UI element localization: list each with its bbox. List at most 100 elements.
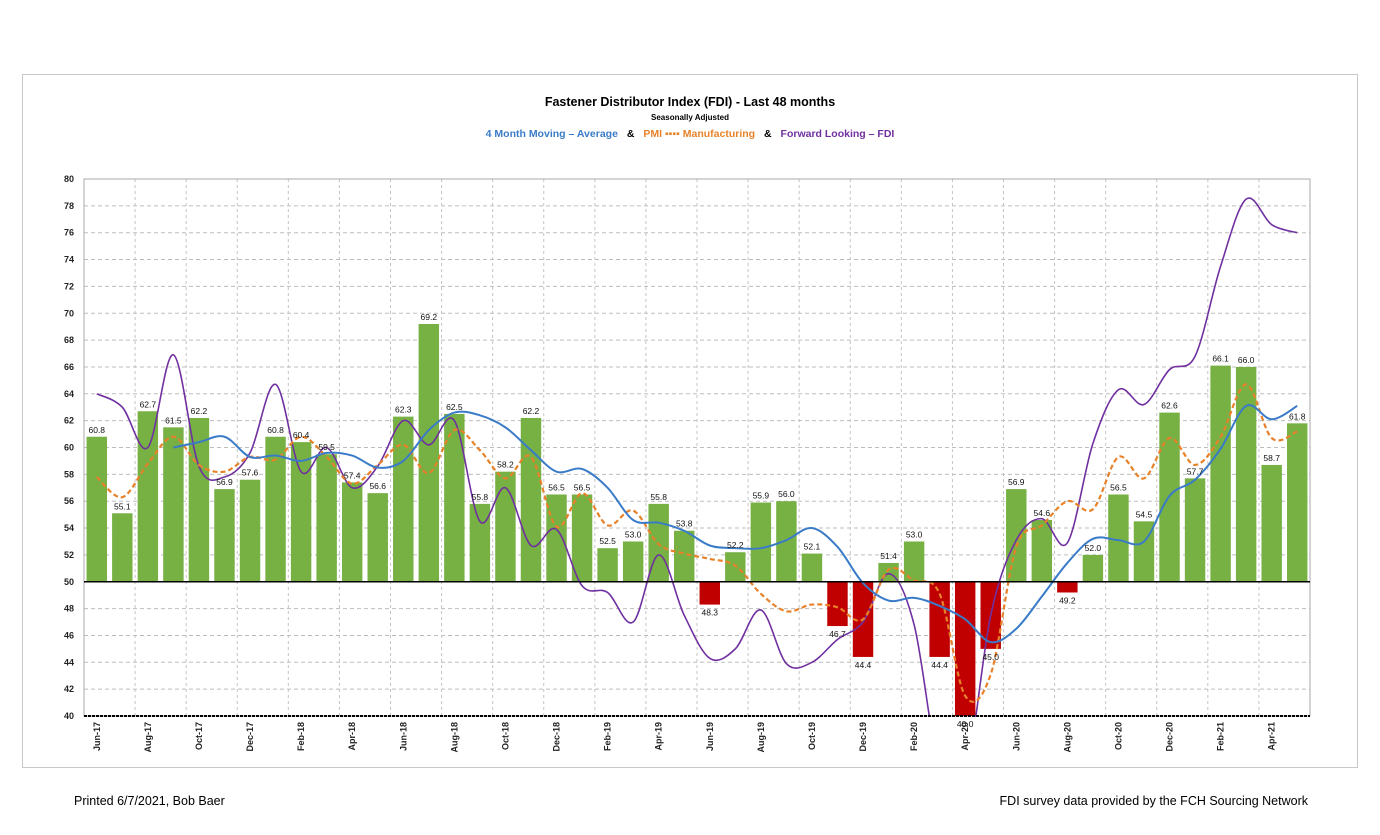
bar-data-label: 60.4 (293, 430, 310, 440)
x-tick-label: Dec-18 (552, 722, 562, 752)
chart-subtitle: Seasonally Adjusted (651, 113, 729, 122)
bar (163, 427, 184, 582)
bar-data-label: 58.7 (1263, 453, 1280, 463)
bar-data-label: 52.2 (727, 540, 744, 550)
x-tick-label: Dec-19 (858, 722, 868, 752)
footer-printed: Printed 6/7/2021, Bob Baer (74, 794, 225, 808)
y-tick-label: 78 (64, 201, 74, 211)
x-tick-label: Feb-21 (1216, 722, 1226, 751)
data-labels: 60.8 55.1 62.7 61.5 62.2 56.9 57.6 60.8 60.4 59.5… (88, 312, 1305, 729)
bar-data-label: 48.3 (701, 608, 718, 618)
bar-data-label: 60.8 (267, 425, 284, 435)
y-tick-label: 76 (64, 228, 74, 238)
bar-data-label: 56.5 (548, 482, 565, 492)
bar (597, 548, 618, 582)
bar (1108, 494, 1129, 582)
chart-legend: 4 Month Moving – Average & PMI ▪▪▪▪ Manu… (0, 128, 1380, 140)
bar-data-label: 60.8 (88, 425, 105, 435)
bar-data-label: 53.0 (625, 529, 642, 539)
x-tick-label: Dec-20 (1165, 722, 1175, 752)
bar-data-label: 46.7 (829, 629, 846, 639)
x-tick-label: Feb-19 (603, 722, 613, 751)
bar (1210, 365, 1231, 582)
bar (674, 530, 695, 582)
legend-pmi: PMI ▪▪▪▪ Manufacturing (643, 128, 756, 140)
bar (801, 553, 823, 582)
bar (112, 513, 133, 582)
bar (750, 502, 772, 582)
x-tick-label: Jun-19 (705, 722, 715, 751)
bar (469, 503, 491, 582)
bar-data-label: 66.0 (1238, 355, 1255, 365)
y-tick-label: 46 (64, 630, 74, 640)
x-tick-label: Jun-17 (92, 722, 102, 751)
bar-data-label: 52.0 (1085, 543, 1102, 553)
bar (1082, 554, 1104, 582)
y-tick-label: 56 (64, 496, 74, 506)
x-tick-label: Oct-20 (1113, 722, 1123, 750)
x-tick-label: Aug-17 (143, 722, 153, 753)
legend-forward: Forward Looking – FDI (780, 128, 895, 140)
fdi-bars (86, 323, 1308, 716)
y-tick-label: 66 (64, 362, 74, 372)
y-tick-label: 58 (64, 469, 74, 479)
bar-data-label: 62.2 (523, 406, 540, 416)
bar-data-label: 62.2 (191, 406, 208, 416)
bar-data-label: 62.3 (395, 405, 412, 415)
chart-title: Fastener Distributor Index (FDI) - Last … (544, 95, 836, 109)
bar (1184, 478, 1206, 582)
bar (520, 417, 542, 582)
bar-data-label: 44.4 (931, 660, 948, 670)
x-tick-label: Aug-18 (449, 722, 459, 753)
bar-data-label: 66.1 (1212, 354, 1229, 364)
bar (367, 493, 388, 582)
y-tick-label: 44 (64, 657, 74, 667)
bar-data-label: 56.0 (778, 489, 795, 499)
moving-average-line (173, 404, 1298, 644)
x-tick-label: Feb-18 (296, 722, 306, 751)
bar-data-label: 45.0 (982, 652, 999, 662)
x-tick-label: Oct-18 (500, 722, 510, 750)
bar-data-label: 55.9 (753, 491, 770, 501)
x-tick-label: Dec-17 (245, 722, 255, 752)
bar-data-label: 51.4 (880, 551, 897, 561)
bar (137, 411, 159, 582)
chart-frame (22, 74, 1358, 768)
bar (1235, 366, 1257, 582)
bar-data-label: 56.6 (369, 481, 386, 491)
y-tick-label: 48 (64, 604, 74, 614)
bar-data-label: 59.5 (318, 442, 335, 452)
legend-separator: & (764, 128, 772, 140)
bar (1287, 423, 1308, 582)
bar-data-label: 62.6 (1161, 401, 1178, 411)
y-tick-label: 70 (64, 308, 74, 318)
y-tick-label: 52 (64, 550, 74, 560)
pmi-line (96, 383, 1298, 703)
bar (444, 413, 465, 582)
x-tick-label: Feb-20 (909, 722, 919, 751)
bar-data-label: 56.9 (1008, 477, 1025, 487)
x-tick-label: Jun-18 (398, 722, 408, 751)
bar (1057, 581, 1078, 593)
bar (86, 436, 107, 582)
bar (622, 541, 644, 582)
bar-data-label: 55.8 (472, 492, 489, 502)
bar-data-label: 53.8 (676, 519, 693, 529)
bar (393, 416, 414, 582)
bar (1261, 464, 1282, 582)
bar-data-label: 61.5 (165, 415, 182, 425)
bar-data-label: 54.5 (1136, 509, 1153, 519)
bar-data-label: 56.9 (216, 477, 233, 487)
forward-looking-line (96, 197, 1298, 717)
y-tick-label: 40 (64, 711, 74, 721)
bar-data-label: 40.0 (957, 719, 974, 729)
bar-data-label: 56.5 (574, 482, 591, 492)
bar-data-label: 52.1 (804, 542, 821, 552)
bar (571, 494, 593, 582)
bar-data-label: 61.8 (1289, 411, 1306, 421)
bar (903, 541, 925, 582)
x-tick-label: Aug-20 (1062, 722, 1072, 753)
bar (290, 442, 312, 582)
bar-data-label: 56.5 (1110, 482, 1127, 492)
